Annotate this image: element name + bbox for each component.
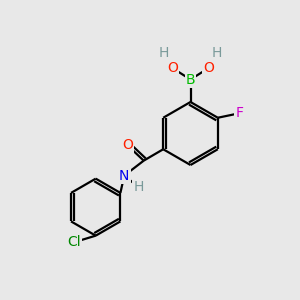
- Text: H: H: [134, 180, 144, 194]
- Text: B: B: [186, 73, 195, 86]
- Text: O: O: [167, 61, 178, 75]
- Text: H: H: [212, 46, 222, 60]
- Text: F: F: [236, 106, 243, 120]
- Text: N: N: [119, 169, 129, 183]
- Text: H: H: [159, 46, 169, 60]
- Text: O: O: [203, 61, 214, 75]
- Text: Cl: Cl: [67, 235, 81, 249]
- Text: O: O: [122, 138, 133, 152]
